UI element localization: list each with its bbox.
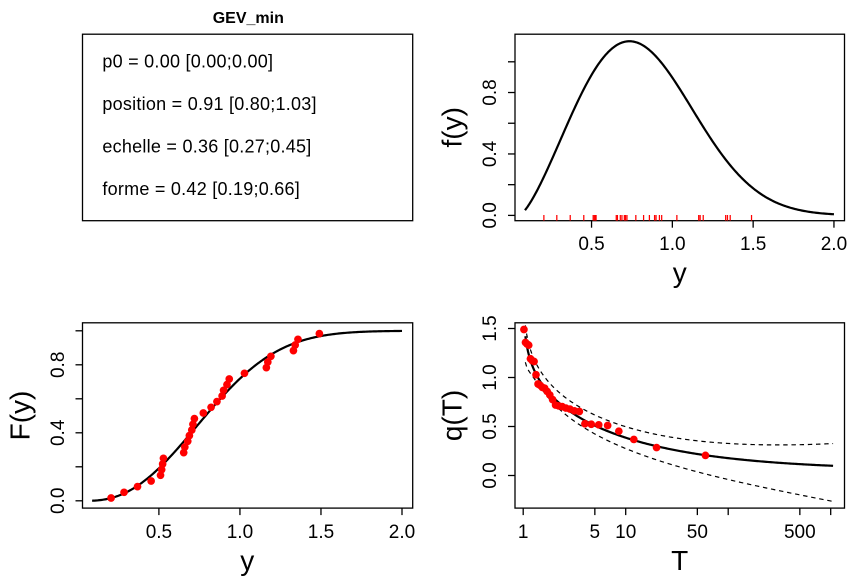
svg-text:p0 = 0.00 [0.00;0.00]: p0 = 0.00 [0.00;0.00] — [102, 52, 273, 72]
svg-text:1.0: 1.0 — [480, 364, 501, 390]
svg-text:1.0: 1.0 — [659, 234, 685, 255]
svg-text:1.0: 1.0 — [227, 522, 253, 543]
svg-text:0.4: 0.4 — [48, 419, 69, 446]
svg-text:0.5: 0.5 — [146, 522, 172, 543]
svg-text:0.5: 0.5 — [578, 234, 604, 255]
svg-text:q(T): q(T) — [437, 390, 468, 441]
svg-text:1.5: 1.5 — [308, 522, 334, 543]
svg-text:GEV_min: GEV_min — [213, 10, 284, 27]
svg-text:2.0: 2.0 — [389, 522, 415, 543]
svg-text:5: 5 — [590, 522, 601, 543]
svg-text:position = 0.91 [0.80;1.03]: position = 0.91 [0.80;1.03] — [102, 94, 316, 114]
svg-text:f(y): f(y) — [437, 107, 468, 147]
svg-text:1.5: 1.5 — [480, 315, 501, 341]
svg-text:y: y — [240, 545, 254, 576]
svg-text:0.0: 0.0 — [480, 202, 501, 228]
svg-text:50: 50 — [687, 522, 708, 543]
svg-text:0.4: 0.4 — [480, 140, 501, 167]
svg-text:forme = 0.42 [0.19;0.66]: forme = 0.42 [0.19;0.66] — [102, 179, 300, 199]
svg-text:y: y — [673, 257, 687, 288]
svg-text:0.5: 0.5 — [480, 413, 501, 439]
svg-text:1: 1 — [518, 522, 529, 543]
svg-text:10: 10 — [615, 522, 636, 543]
svg-text:2.0: 2.0 — [821, 234, 847, 255]
svg-text:T: T — [671, 545, 688, 576]
svg-text:0.0: 0.0 — [480, 462, 501, 488]
svg-text:F(y): F(y) — [5, 391, 36, 441]
svg-text:0.8: 0.8 — [48, 352, 69, 378]
svg-text:1.5: 1.5 — [740, 234, 766, 255]
svg-text:echelle = 0.36 [0.27;0.45]: echelle = 0.36 [0.27;0.45] — [102, 137, 311, 157]
svg-text:500: 500 — [784, 522, 816, 543]
svg-text:0.8: 0.8 — [480, 79, 501, 105]
svg-text:0.0: 0.0 — [48, 488, 69, 514]
